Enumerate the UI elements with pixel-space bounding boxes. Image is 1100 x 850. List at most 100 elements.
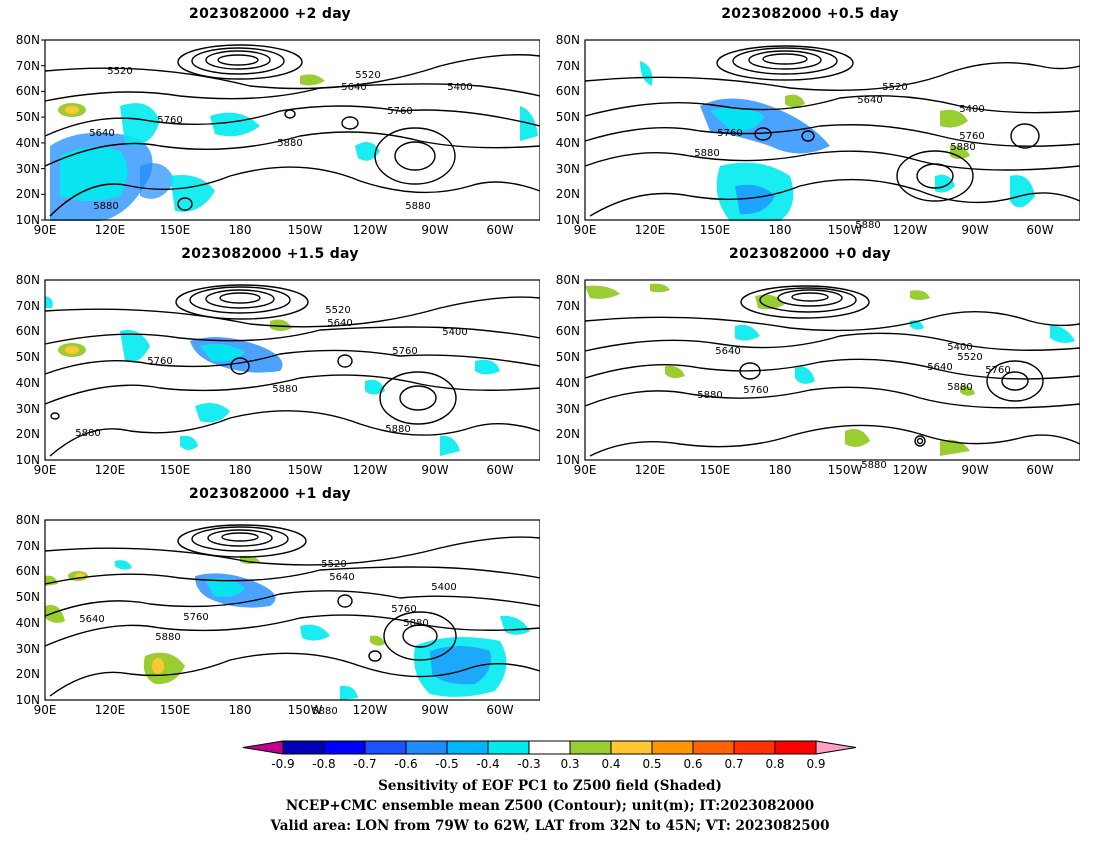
- contour-label: 5640: [79, 614, 104, 625]
- lon-label: 180: [229, 463, 252, 477]
- lon-label: 120W: [893, 223, 928, 237]
- contour-label: 5520: [107, 66, 132, 77]
- lon-label: 120W: [353, 223, 388, 237]
- colorbar-swatch: [364, 740, 407, 755]
- contour-label: 5520: [957, 352, 982, 363]
- colorbar-tick-label: -0.3: [517, 757, 540, 771]
- contour-label: 5880: [697, 390, 722, 401]
- lat-label: 70N: [16, 539, 40, 553]
- colorbar-tick-label: -0.9: [271, 757, 294, 771]
- colorbar-tick-label: -0.5: [435, 757, 458, 771]
- colorbar-tick-label: -0.7: [353, 757, 376, 771]
- contour-label: 5880: [312, 706, 337, 717]
- map-plot: 5520 5640 5400 5640 5760 5760 5880 5880 …: [16, 513, 540, 717]
- colorbar-tick-label: 0.7: [724, 757, 743, 771]
- contour-label: 5880: [855, 220, 880, 231]
- lon-label: 150W: [288, 463, 323, 477]
- contours: [44, 524, 540, 697]
- lat-label: 50N: [556, 350, 580, 364]
- lon-label: 180: [229, 223, 252, 237]
- map-plot: 5520 5640 5400 5760 5760 5880 5880 5880 …: [16, 273, 540, 477]
- contour-label: 5760: [717, 128, 742, 139]
- contour-label: 5880: [277, 138, 302, 149]
- sensitivity-shading: [45, 555, 530, 700]
- colorbar-tick-label: 0.4: [601, 757, 620, 771]
- lon-label: 150E: [160, 463, 191, 477]
- contour-label: 5880: [93, 201, 118, 212]
- lon-label: 120E: [95, 223, 126, 237]
- colorbar-swatch: [569, 740, 612, 755]
- contour-label: 5520: [321, 559, 346, 570]
- colorbar-swatch: [692, 740, 735, 755]
- lon-label: 90E: [34, 223, 57, 237]
- lat-label: 50N: [16, 110, 40, 124]
- contour-label: 5520: [355, 70, 380, 81]
- lon-label: 90W: [961, 223, 988, 237]
- contour-label: 5400: [947, 342, 972, 353]
- colorbar-swatch: [528, 740, 571, 755]
- lon-label: 120E: [635, 223, 666, 237]
- contour-label: 5760: [387, 106, 412, 117]
- sensitivity-shading: [45, 296, 500, 456]
- colorbar-tick-label: 0.3: [560, 757, 579, 771]
- lat-label: 80N: [556, 33, 580, 47]
- lat-label: 20N: [16, 667, 40, 681]
- lat-label: 70N: [556, 299, 580, 313]
- contour-label: 5760: [183, 612, 208, 623]
- colorbar-tick-label: 0.8: [765, 757, 784, 771]
- colorbar-tick-label: 0.9: [806, 757, 825, 771]
- contours: [44, 284, 540, 457]
- lat-label: 80N: [16, 273, 40, 287]
- lon-label: 150W: [288, 223, 323, 237]
- contour-label: 5880: [75, 428, 100, 439]
- contour-label: 5400: [431, 582, 456, 593]
- lat-label: 60N: [16, 84, 40, 98]
- colorbar-swatch: [815, 740, 857, 755]
- lat-label: 40N: [16, 136, 40, 150]
- lat-label: 60N: [556, 324, 580, 338]
- contour-label: 5400: [447, 82, 472, 93]
- colorbar-ticks: -0.9 -0.8 -0.7 -0.6 -0.5 -0.4 -0.3 0.3 0.4 0.5 0.6…: [271, 757, 825, 771]
- lon-label: 60W: [1026, 463, 1053, 477]
- lat-label: 60N: [16, 564, 40, 578]
- contour-label: 5640: [341, 82, 366, 93]
- map-plot: 5520 5520 5640 5400 5640 5760 5760 5880 …: [16, 33, 540, 237]
- lon-label: 150E: [700, 463, 731, 477]
- colorbar-swatch: [405, 740, 448, 755]
- contours: [584, 285, 1080, 457]
- lat-label: 10N: [16, 453, 40, 467]
- map-plot: 5400 5520 5640 5640 5760 5760 5880 5880 …: [556, 273, 1080, 477]
- contour-label: 5520: [325, 305, 350, 316]
- lat-label: 30N: [16, 402, 40, 416]
- lon-label: 180: [769, 223, 792, 237]
- contour-label: 5880: [947, 382, 972, 393]
- lon-label: 90E: [574, 223, 597, 237]
- sensitivity-shading: [640, 61, 1035, 221]
- contour-label: 5760: [959, 131, 984, 142]
- colorbar-tick-label: 0.5: [642, 757, 661, 771]
- lat-label: 40N: [556, 376, 580, 390]
- lon-label: 90W: [421, 703, 448, 717]
- lon-label: 150E: [700, 223, 731, 237]
- lon-label: 150W: [288, 703, 323, 717]
- lat-label: 20N: [16, 427, 40, 441]
- contour-label: 5640: [329, 572, 354, 583]
- caption-line: Sensitivity of EOF PC1 to Z500 field (Sh…: [378, 778, 722, 794]
- contour-label: 5880: [403, 618, 428, 629]
- lat-label: 40N: [16, 616, 40, 630]
- contours: [44, 44, 540, 217]
- lat-label: 60N: [16, 324, 40, 338]
- lon-label: 120E: [95, 463, 126, 477]
- lon-label: 180: [769, 463, 792, 477]
- contour-label: 5520: [882, 82, 907, 93]
- colorbar-tick-label: -0.8: [312, 757, 335, 771]
- contour-label: 5760: [391, 604, 416, 615]
- lat-label: 70N: [16, 299, 40, 313]
- contour-label: 5640: [857, 95, 882, 106]
- lon-label: 60W: [1026, 223, 1053, 237]
- lon-label: 90W: [421, 223, 448, 237]
- lat-label: 60N: [556, 84, 580, 98]
- colorbar-swatch: [323, 740, 366, 755]
- contour-label: 5760: [157, 115, 182, 126]
- contour-label: 5640: [715, 346, 740, 357]
